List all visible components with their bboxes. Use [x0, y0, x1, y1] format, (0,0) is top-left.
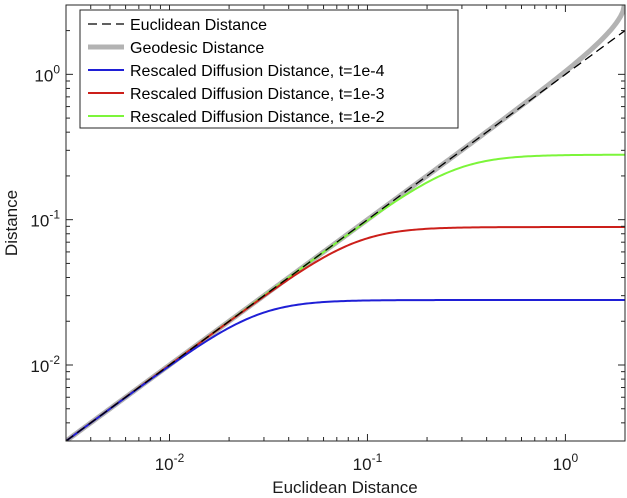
legend: Euclidean Distance Geodesic Distance Resca…: [79, 9, 459, 129]
y-tick-label: 100: [34, 62, 60, 85]
x-axis-label: Euclidean Distance: [272, 478, 418, 497]
y-tick-label: 10-1: [30, 208, 60, 231]
legend-label-3: Rescaled Diffusion Distance, t=1e-3: [130, 86, 385, 103]
ticks-layer: [65, 4, 626, 442]
plot-area: [65, 4, 626, 442]
y-tick-label: 10-2: [30, 353, 60, 376]
series-line-3: [66, 226, 625, 441]
legend-box: [79, 9, 459, 129]
series-line-4: [66, 153, 625, 441]
x-tick-label: 10-1: [353, 451, 383, 474]
x-tick-label: 10-2: [155, 451, 185, 474]
legend-label-2: Rescaled Diffusion Distance, t=1e-4: [130, 63, 385, 80]
axes-box: [65, 4, 626, 442]
series-line-2: [66, 299, 625, 441]
legend-label-1: Geodesic Distance: [130, 40, 264, 57]
series-line-0: [66, 30, 625, 441]
series-layer: [66, 5, 625, 441]
legend-label-0: Euclidean Distance: [130, 17, 267, 34]
x-tick-label: 100: [553, 451, 579, 474]
legend-label-4: Rescaled Diffusion Distance, t=1e-2: [130, 109, 385, 126]
tick-labels: 10-2 10-1 100 10-2 10-1 100: [30, 62, 578, 474]
y-axis-label: Distance: [2, 190, 21, 256]
